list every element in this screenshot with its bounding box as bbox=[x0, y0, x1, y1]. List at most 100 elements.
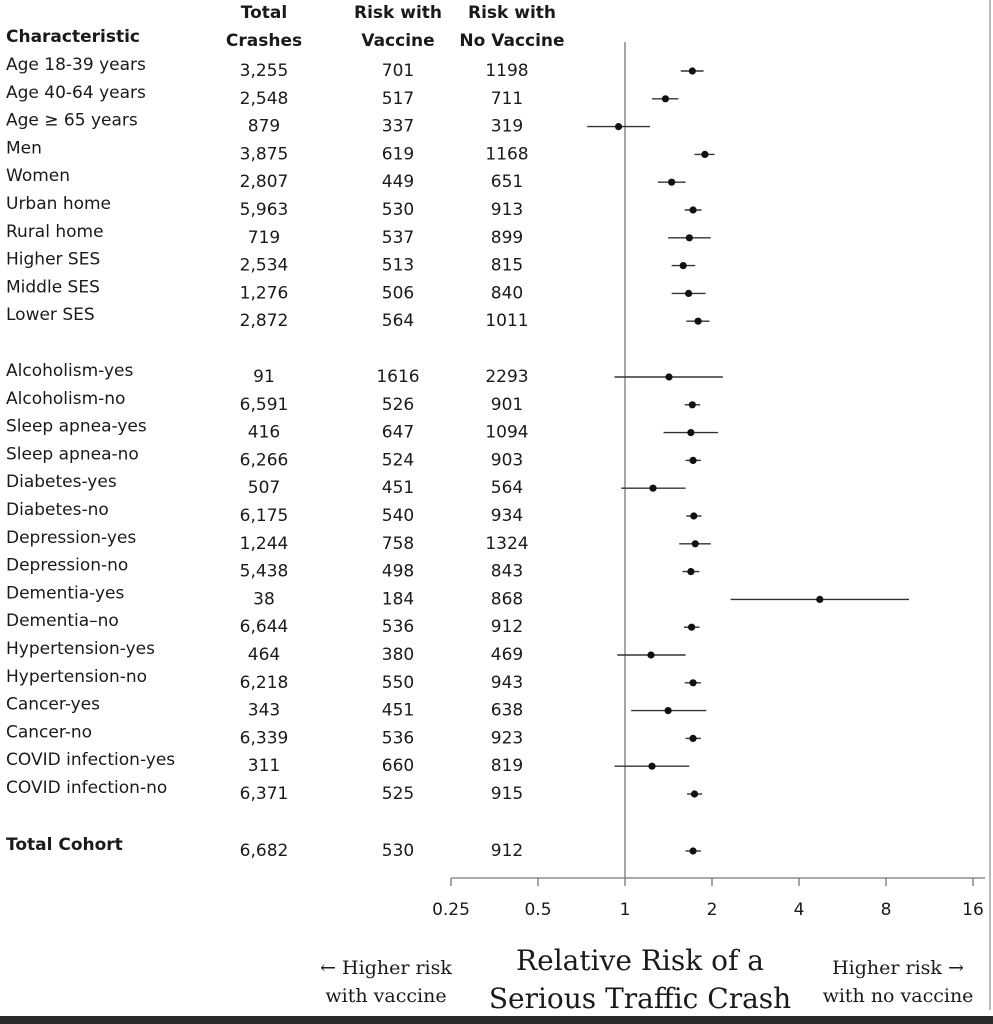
row-risk-novaccine: 901 bbox=[491, 395, 523, 415]
row-total-crashes: 3,255 bbox=[240, 61, 289, 81]
row-risk-vaccine: 660 bbox=[382, 756, 414, 776]
row-risk-vaccine: 758 bbox=[382, 534, 414, 554]
row-label: Hypertension-no bbox=[6, 667, 147, 687]
row-risk-novaccine: 815 bbox=[491, 256, 523, 276]
row-label: Age 40-64 years bbox=[6, 83, 146, 103]
table-row: Women 2,807 449 651 bbox=[6, 166, 523, 192]
row-label: Age ≥ 65 years bbox=[6, 111, 138, 131]
right-note-line2: with no vaccine bbox=[823, 985, 974, 1007]
x-tick-label: 0.5 bbox=[524, 900, 551, 920]
row-risk-vaccine: 564 bbox=[382, 311, 414, 331]
row-total-crashes: 6,682 bbox=[240, 841, 289, 861]
row-label: Alcoholism-no bbox=[6, 389, 125, 409]
row-risk-novaccine: 1198 bbox=[485, 61, 528, 81]
row-label: Men bbox=[6, 138, 42, 158]
table-row: Diabetes-no 6,175 540 934 bbox=[6, 500, 523, 526]
row-risk-vaccine: 506 bbox=[382, 283, 414, 303]
table-row: Cancer-no 6,339 536 923 bbox=[6, 722, 523, 748]
row-risk-novaccine: 1094 bbox=[485, 423, 528, 443]
header-total-line2: Crashes bbox=[226, 31, 302, 51]
row-risk-vaccine: 536 bbox=[382, 728, 414, 748]
row-total-crashes: 2,548 bbox=[240, 89, 289, 109]
row-label: Total Cohort bbox=[6, 835, 123, 855]
row-label: COVID infection-no bbox=[6, 778, 167, 798]
table-row: Sleep apnea-no 6,266 524 903 bbox=[6, 444, 523, 470]
x-tick-label: 16 bbox=[962, 900, 984, 920]
row-label: Diabetes-no bbox=[6, 500, 109, 520]
row-risk-vaccine: 530 bbox=[382, 200, 414, 220]
row-label: Lower SES bbox=[6, 305, 95, 325]
row-label: Diabetes-yes bbox=[6, 472, 117, 492]
table-row: Men 3,875 619 1168 bbox=[6, 138, 529, 164]
row-risk-novaccine: 934 bbox=[491, 506, 523, 526]
point-estimate bbox=[679, 262, 687, 270]
row-total-crashes: 879 bbox=[248, 117, 280, 137]
point-estimate bbox=[689, 734, 697, 743]
row-label: Alcoholism-yes bbox=[6, 361, 133, 381]
header-total-line1: Total bbox=[241, 3, 287, 23]
row-total-crashes: 1,244 bbox=[240, 534, 289, 554]
x-tick-label: 4 bbox=[794, 900, 805, 920]
row-label: COVID infection-yes bbox=[6, 750, 175, 770]
point-estimate bbox=[689, 847, 697, 855]
bottom-bar bbox=[0, 1016, 993, 1024]
point-estimate bbox=[687, 568, 695, 576]
row-total-crashes: 2,872 bbox=[240, 311, 289, 331]
row-label: Middle SES bbox=[6, 277, 100, 297]
point-estimate bbox=[691, 540, 699, 548]
row-risk-novaccine: 638 bbox=[491, 701, 523, 721]
row-label: Cancer-yes bbox=[6, 695, 100, 715]
point-estimate bbox=[690, 790, 699, 798]
row-total-crashes: 311 bbox=[248, 756, 280, 776]
row-risk-vaccine: 451 bbox=[382, 478, 414, 498]
point-estimate bbox=[649, 484, 657, 492]
row-label: Cancer-no bbox=[6, 722, 92, 742]
row-total-crashes: 3,875 bbox=[240, 144, 289, 164]
point-estimate bbox=[665, 373, 673, 381]
row-risk-vaccine: 380 bbox=[382, 645, 414, 665]
row-risk-novaccine: 913 bbox=[491, 200, 523, 220]
x-tick-label: 2 bbox=[707, 900, 718, 920]
point-estimate bbox=[694, 317, 702, 325]
point-estimate bbox=[648, 762, 656, 770]
axis-title-line2: Serious Traffic Crash bbox=[489, 982, 791, 1015]
row-risk-vaccine: 525 bbox=[382, 784, 414, 804]
row-risk-novaccine: 868 bbox=[491, 589, 523, 609]
row-total-crashes: 6,591 bbox=[240, 395, 289, 415]
row-total-crashes: 5,438 bbox=[240, 562, 289, 582]
table-row: Dementia–no 6,644 536 912 bbox=[6, 611, 523, 637]
table-row: Middle SES 1,276 506 840 bbox=[6, 277, 523, 303]
table-row: Depression-yes 1,244 758 1324 bbox=[6, 528, 529, 554]
row-risk-vaccine: 701 bbox=[382, 61, 414, 81]
row-total-crashes: 6,371 bbox=[240, 784, 289, 804]
row-risk-vaccine: 550 bbox=[382, 673, 414, 693]
header-vaccine-line2: Vaccine bbox=[361, 31, 434, 51]
row-risk-vaccine: 517 bbox=[382, 89, 414, 109]
row-risk-novaccine: 319 bbox=[491, 117, 523, 137]
row-risk-novaccine: 711 bbox=[491, 89, 523, 109]
row-total-crashes: 719 bbox=[248, 228, 280, 248]
row-total-crashes: 6,218 bbox=[240, 673, 289, 693]
row-risk-novaccine: 651 bbox=[491, 172, 523, 192]
row-label: Age 18-39 years bbox=[6, 55, 146, 75]
row-risk-novaccine: 469 bbox=[491, 645, 523, 665]
row-label: Higher SES bbox=[6, 250, 100, 270]
table-row: Hypertension-no 6,218 550 943 bbox=[6, 667, 523, 693]
row-total-crashes: 6,266 bbox=[240, 450, 289, 470]
row-label: Depression-no bbox=[6, 556, 128, 576]
header-characteristic: Characteristic bbox=[6, 27, 140, 47]
point-estimate bbox=[701, 150, 709, 158]
row-risk-vaccine: 337 bbox=[382, 117, 414, 137]
row-label: Dementia-yes bbox=[6, 583, 125, 603]
row-risk-novaccine: 1011 bbox=[485, 311, 528, 331]
row-total-crashes: 38 bbox=[253, 589, 275, 609]
table-row: Urban home 5,963 530 913 bbox=[6, 194, 523, 220]
point-estimate bbox=[690, 512, 698, 520]
plot-area bbox=[587, 42, 910, 878]
point-estimate bbox=[685, 234, 693, 242]
point-estimate bbox=[647, 651, 655, 659]
row-risk-vaccine: 536 bbox=[382, 617, 414, 637]
row-total-crashes: 343 bbox=[248, 701, 280, 721]
row-risk-vaccine: 449 bbox=[382, 172, 414, 192]
row-risk-novaccine: 843 bbox=[491, 562, 523, 582]
